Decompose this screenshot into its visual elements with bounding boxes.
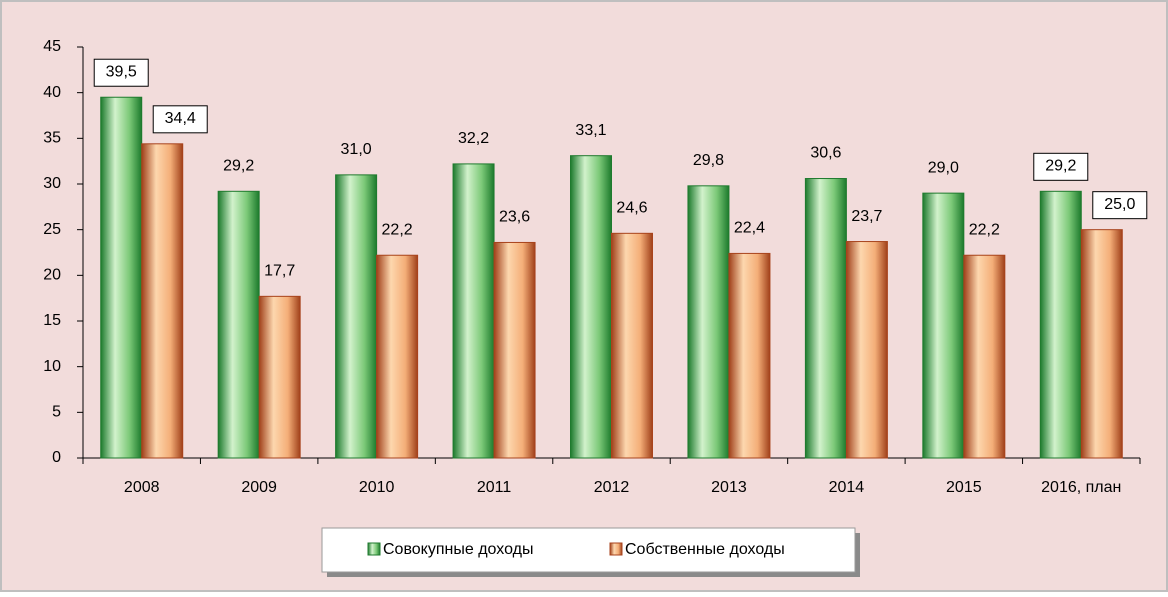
value-label: 23,6 bbox=[499, 209, 530, 226]
legend-box bbox=[321, 527, 856, 573]
x-tick-label: 2011 bbox=[477, 479, 512, 496]
value-label-box bbox=[152, 105, 208, 134]
value-label: 34,4 bbox=[165, 110, 196, 127]
bar bbox=[611, 232, 653, 459]
value-label-box bbox=[1092, 191, 1148, 220]
y-tick-label: 40 bbox=[43, 84, 61, 101]
x-tick-label: 2014 bbox=[829, 479, 865, 496]
value-label: 17,7 bbox=[264, 263, 295, 280]
x-tick-label: 2012 bbox=[594, 479, 630, 496]
bar bbox=[570, 155, 612, 459]
x-tick-label: 2016, план bbox=[1041, 479, 1121, 496]
value-label: 30,6 bbox=[810, 145, 841, 162]
y-tick-label: 5 bbox=[52, 404, 61, 421]
bar bbox=[728, 252, 771, 459]
value-label: 29,2 bbox=[1045, 158, 1076, 175]
value-label: 31,0 bbox=[341, 141, 372, 158]
value-label: 29,2 bbox=[223, 158, 254, 175]
bar bbox=[100, 96, 143, 459]
x-tick-label: 2013 bbox=[711, 479, 747, 496]
value-label: 25,0 bbox=[1104, 196, 1135, 213]
value-label: 32,2 bbox=[458, 130, 489, 147]
value-label: 29,0 bbox=[928, 159, 959, 176]
bar bbox=[335, 174, 378, 459]
value-label: 23,7 bbox=[851, 208, 882, 225]
bar bbox=[922, 192, 965, 459]
value-label: 39,5 bbox=[106, 63, 137, 80]
bar bbox=[845, 241, 888, 459]
bar bbox=[1039, 190, 1082, 459]
y-tick-label: 20 bbox=[43, 267, 61, 284]
legend-swatch bbox=[609, 542, 623, 556]
bar bbox=[804, 178, 847, 459]
legend-swatch bbox=[367, 542, 381, 556]
x-tick-label: 2010 bbox=[359, 479, 395, 496]
bar bbox=[687, 185, 730, 459]
bar bbox=[217, 190, 260, 459]
value-label: 33,1 bbox=[575, 122, 606, 139]
value-label: 22,2 bbox=[382, 221, 413, 238]
value-label: 22,2 bbox=[969, 221, 1000, 238]
legend-label: Собственные доходы bbox=[625, 541, 785, 558]
y-tick-label: 25 bbox=[43, 221, 61, 238]
value-label: 22,4 bbox=[734, 220, 765, 237]
bar bbox=[452, 163, 495, 459]
x-tick-label: 2015 bbox=[946, 479, 982, 496]
bar bbox=[1080, 229, 1123, 459]
x-tick-label: 2009 bbox=[241, 479, 277, 496]
y-tick-label: 30 bbox=[43, 175, 61, 192]
value-label-box bbox=[1033, 152, 1089, 181]
x-tick-label: 2008 bbox=[124, 479, 160, 496]
y-tick-label: 0 bbox=[52, 449, 61, 466]
value-label-box bbox=[93, 58, 149, 87]
y-tick-label: 15 bbox=[43, 312, 61, 329]
legend-label: Совокупные доходы bbox=[383, 541, 533, 558]
value-label: 29,8 bbox=[693, 152, 724, 169]
value-label: 24,6 bbox=[616, 200, 647, 217]
bar bbox=[258, 295, 301, 459]
y-tick-label: 45 bbox=[43, 38, 61, 55]
bar bbox=[376, 254, 419, 459]
y-tick-label: 35 bbox=[43, 130, 61, 147]
bar bbox=[493, 241, 536, 459]
y-tick-label: 10 bbox=[43, 358, 61, 375]
bar bbox=[141, 143, 184, 459]
bar bbox=[963, 254, 1006, 459]
